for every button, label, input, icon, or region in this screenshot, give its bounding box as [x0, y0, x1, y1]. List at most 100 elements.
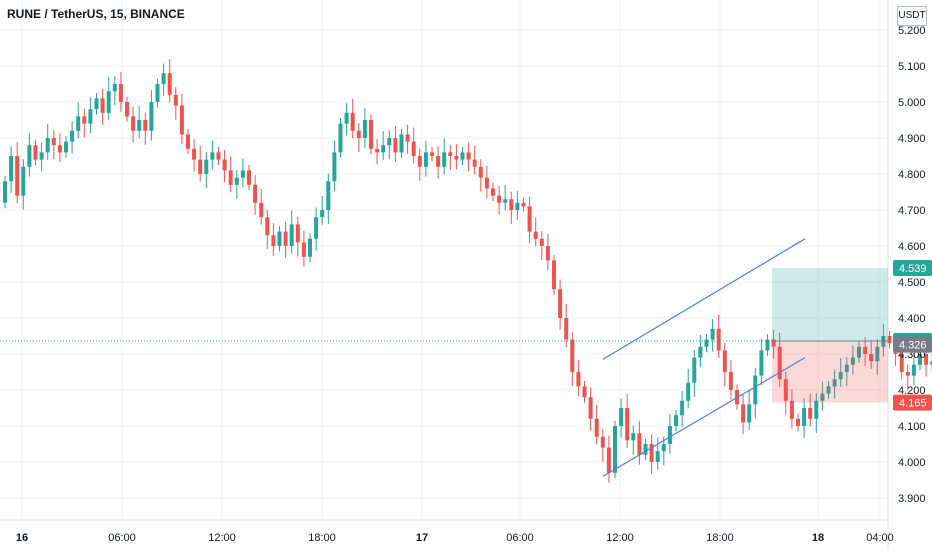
position-stop-zone — [772, 341, 888, 403]
candle-body — [728, 372, 733, 390]
candle-body — [637, 433, 642, 455]
candle-body — [777, 346, 782, 380]
candle-body — [649, 444, 654, 462]
candle-body — [173, 94, 178, 106]
candle-body — [606, 447, 611, 473]
candle-body — [161, 73, 166, 84]
candle-body — [826, 386, 831, 394]
candle-body — [143, 120, 148, 131]
currency-unit-label[interactable]: USDT — [897, 6, 927, 26]
price-label-text: 4.165 — [899, 398, 927, 410]
candle-body — [82, 116, 87, 124]
candle-body — [564, 318, 569, 340]
candle-body — [899, 354, 904, 372]
candle-body — [247, 170, 251, 185]
candle-body — [533, 231, 538, 239]
candle-body — [436, 156, 441, 167]
x-tick-label: 18 — [812, 532, 824, 544]
y-tick-label: 4.700 — [898, 205, 926, 217]
candle-body — [448, 152, 453, 156]
candle-body — [887, 336, 892, 344]
y-tick-label: 3.900 — [898, 493, 926, 505]
candle-body — [320, 210, 325, 218]
candle-body — [905, 372, 910, 376]
candle-body — [716, 328, 721, 351]
y-tick-label: 4.900 — [898, 133, 926, 145]
chart-title: RUNE / TetherUS, 15, BINANCE — [7, 7, 185, 21]
candle-body — [667, 426, 672, 444]
candle-body — [503, 199, 508, 203]
candle-body — [802, 408, 807, 426]
price-label-bg — [893, 336, 932, 353]
candle-body — [186, 134, 190, 149]
candle-body — [9, 156, 14, 182]
candle-body — [765, 339, 770, 351]
candle-body — [484, 177, 489, 189]
candle-body — [326, 181, 331, 210]
candle-body — [308, 238, 312, 257]
candle-body — [423, 152, 428, 167]
candle-body — [619, 408, 624, 426]
candle-body — [204, 159, 209, 174]
candle-body — [228, 170, 233, 185]
candle-body — [137, 120, 142, 131]
x-tick-label: 06:00 — [108, 532, 136, 544]
candle-body — [588, 397, 593, 419]
candle-body — [924, 354, 929, 365]
x-tick-label: 18:00 — [706, 532, 734, 544]
candle-body — [430, 152, 434, 156]
candle-body — [259, 202, 264, 218]
candle-body — [234, 177, 239, 185]
candle-body — [722, 350, 727, 372]
candle-body — [387, 138, 392, 146]
x-tick-label: 17 — [416, 532, 428, 544]
candle-body — [509, 199, 514, 210]
price-label-bg — [893, 394, 932, 411]
candle-body — [625, 408, 630, 441]
candle-body — [692, 357, 697, 383]
candle-body — [106, 91, 111, 113]
candle-body — [57, 145, 62, 153]
candle-body — [295, 224, 300, 243]
candle-body — [21, 166, 26, 196]
candle-body — [271, 235, 276, 246]
candle-body — [820, 393, 825, 401]
candle-body — [301, 242, 306, 257]
candle-body — [466, 152, 471, 160]
candle-body — [381, 145, 386, 153]
candle-body — [796, 418, 800, 426]
x-tick-label: 16 — [16, 532, 28, 544]
y-tick-label: 4.400 — [898, 313, 926, 325]
candle-body — [332, 152, 337, 182]
candle-body — [838, 372, 843, 380]
candle-body — [545, 246, 550, 261]
y-tick-label: 5.100 — [898, 61, 926, 73]
y-tick-label: 4.500 — [898, 277, 926, 289]
candle-body — [613, 426, 617, 473]
candle-body — [314, 217, 319, 239]
candle-body — [850, 357, 855, 365]
candle-body — [33, 145, 38, 160]
candle-body — [759, 350, 764, 376]
candle-body — [875, 346, 880, 362]
candle-body — [76, 116, 81, 131]
y-tick-label: 4.800 — [898, 169, 926, 181]
price-label-text: 4.326 — [899, 340, 927, 352]
candle-body — [643, 444, 648, 455]
candle-body — [118, 84, 123, 102]
candle-body — [369, 120, 373, 149]
candle-body — [51, 138, 56, 146]
candle-body — [70, 130, 75, 142]
candle-body — [356, 130, 361, 138]
candle-body — [552, 260, 556, 290]
candle-body — [411, 141, 416, 156]
candle-body — [3, 181, 7, 203]
candle-body — [362, 120, 367, 138]
y-tick-label: 4.100 — [898, 421, 926, 433]
candle-body — [582, 386, 587, 398]
candle-body — [94, 98, 99, 110]
candle-body — [491, 188, 495, 196]
candle-body — [783, 379, 788, 401]
